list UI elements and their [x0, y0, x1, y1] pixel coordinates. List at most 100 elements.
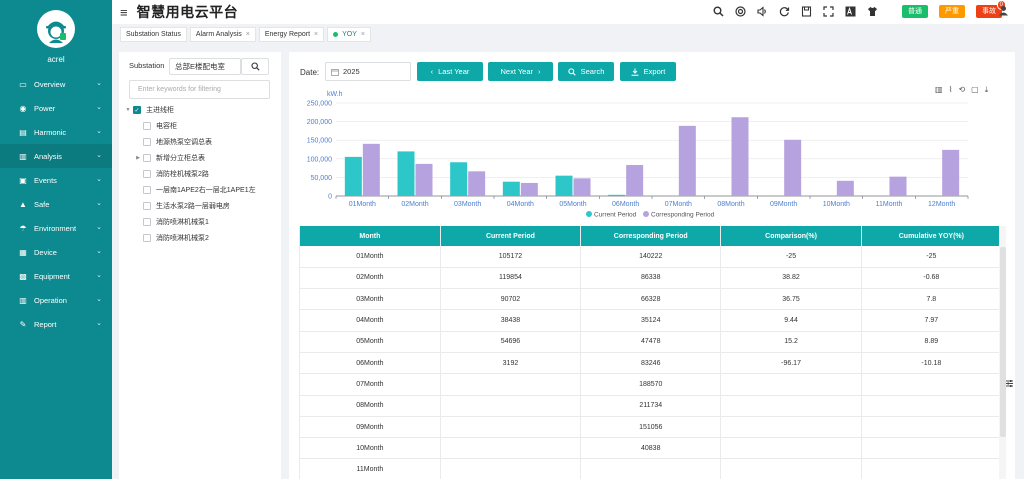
chevron-down-icon: ⌄ [96, 104, 102, 111]
export-button[interactable]: Export [620, 62, 676, 81]
table-cell: 151056 [580, 416, 722, 439]
tree-node[interactable]: 消防喷淋机械泵2 [123, 230, 278, 246]
bar-corresponding-02Month[interactable] [415, 163, 433, 196]
sidebar-item-power[interactable]: ◉ Power ⌄ [0, 96, 112, 120]
bar-corresponding-06Month[interactable] [626, 165, 644, 196]
bar-current-06Month[interactable] [608, 194, 626, 196]
bar-corresponding-05Month[interactable] [573, 178, 591, 196]
avatar[interactable] [37, 10, 75, 48]
close-icon[interactable]: × [314, 30, 319, 38]
legend-label[interactable]: Current Period [594, 212, 637, 219]
theme-shirt-icon[interactable] [866, 5, 878, 17]
caret-down-icon[interactable]: ▼ [125, 107, 131, 113]
tree-node[interactable]: ▼ ✓ 主进线柜 [123, 102, 278, 118]
tree-checkbox[interactable] [143, 122, 151, 130]
sidebar-item-device[interactable]: ▦ Device ⌄ [0, 240, 112, 264]
table-cell: 105172 [440, 246, 582, 268]
bar-corresponding-11Month[interactable] [889, 176, 907, 196]
tree-node[interactable]: 生活水泵2路一层弱电房 [123, 198, 278, 214]
bar-corresponding-08Month[interactable] [731, 117, 749, 196]
zoom-restore-icon[interactable]: ⟲ [958, 85, 966, 94]
tab-yoy[interactable]: YOY × [327, 26, 371, 42]
bar-current-04Month[interactable] [502, 181, 520, 196]
sidebar-item-overview[interactable]: ▭ Overview ⌄ [0, 72, 112, 96]
save-image-icon[interactable]: ⤓ [984, 85, 989, 94]
fullscreen-icon[interactable] [822, 5, 834, 17]
data-view-icon[interactable]: ▢ [971, 85, 979, 94]
tree-node[interactable]: 地源热泵空调总表 [123, 134, 278, 150]
table-row: 08Month 211734 [300, 395, 1003, 417]
legend-marker[interactable] [586, 211, 592, 217]
tree-node[interactable]: ▶ 新增分立柜总表 [123, 150, 278, 166]
tree-checkbox[interactable] [143, 202, 151, 210]
line-chart-icon[interactable]: ⌇ [948, 85, 953, 94]
tree-checkbox[interactable] [143, 218, 151, 226]
bar-current-02Month[interactable] [397, 151, 415, 196]
volume-icon[interactable] [756, 5, 768, 17]
tree-checkbox[interactable] [143, 234, 151, 242]
alarm-badge-orange[interactable]: 严重 [939, 5, 965, 18]
substation-search-button[interactable] [241, 58, 269, 75]
tree-checkbox[interactable] [143, 154, 151, 162]
alarm-badge-red[interactable]: 事故 0 [976, 0, 1006, 18]
bar-corresponding-09Month[interactable] [784, 139, 802, 196]
search-button[interactable]: Search [558, 62, 614, 81]
legend-marker[interactable] [643, 211, 649, 217]
font-size-icon[interactable] [844, 5, 856, 17]
alarm-badge-green[interactable]: 普通 [902, 5, 928, 18]
tree-node[interactable]: 消防栓机械泵2路 [123, 166, 278, 182]
tab-alarm-analysis[interactable]: Alarm Analysis × [189, 26, 256, 42]
tree-checkbox[interactable]: ✓ [133, 106, 141, 114]
sidebar-item-events[interactable]: ▣ Events ⌄ [0, 168, 112, 192]
tree-node[interactable]: 一层南1APE2右一层北1APE1左 [123, 182, 278, 198]
menu-toggle-icon[interactable]: ≡ [120, 4, 128, 20]
next-year-button[interactable]: Next Year › [488, 62, 553, 81]
bar-corresponding-01Month[interactable] [362, 143, 380, 196]
bar-current-03Month[interactable] [450, 162, 468, 196]
sidebar-item-operation[interactable]: ▥ Operation ⌄ [0, 288, 112, 312]
sidebar-item-analysis[interactable]: ▥ Analysis ⌄ [0, 144, 112, 168]
tab-substation-status[interactable]: Substation Status [120, 26, 187, 42]
tree-node[interactable]: 电容柜 [123, 118, 278, 134]
table-scrollbar[interactable] [999, 226, 1006, 479]
close-icon[interactable]: × [245, 30, 250, 38]
refresh-icon[interactable] [778, 5, 790, 17]
bar-current-05Month[interactable] [555, 175, 573, 196]
sidebar-item-report[interactable]: ✎ Report ⌄ [0, 312, 112, 336]
bar-corresponding-03Month[interactable] [468, 171, 486, 196]
bar-corresponding-07Month[interactable] [678, 125, 696, 196]
tab-energy-report[interactable]: Energy Report × [258, 26, 325, 42]
sidebar-item-equipment[interactable]: ▩ Equipment ⌄ [0, 264, 112, 288]
caret-right-icon[interactable]: ▶ [136, 155, 140, 161]
bar-corresponding-10Month[interactable] [836, 180, 854, 196]
tree-checkbox[interactable] [143, 170, 151, 178]
report-icon: ✎ [19, 319, 27, 329]
chevron-down-icon: ⌄ [96, 200, 102, 207]
table-cell: 07Month [300, 373, 441, 396]
search-icon[interactable] [712, 5, 724, 17]
table-scroll-thumb[interactable] [1000, 247, 1006, 437]
tree-checkbox[interactable] [143, 186, 151, 194]
sidebar-item-environment[interactable]: ☂ Environment ⌄ [0, 216, 112, 240]
save-icon[interactable] [800, 5, 812, 17]
yoy-main-panel: Date: 2025 ‹ Last Year Next Year › Searc… [289, 52, 1015, 479]
bar-corresponding-04Month[interactable] [520, 182, 538, 196]
close-icon[interactable]: × [360, 30, 365, 38]
legend-label[interactable]: Corresponding Period [651, 212, 715, 219]
bar-chart-icon[interactable]: ▥ [935, 85, 943, 94]
sidebar-item-safe[interactable]: ▲ Safe ⌄ [0, 192, 112, 216]
chart-toolbox: ▥ ⌇ ⟲ ▢ ⤓ [935, 85, 988, 95]
sidebar-item-harmonic[interactable]: ▤ Harmonic ⌄ [0, 120, 112, 144]
table-cell: 36.75 [720, 288, 862, 311]
user-icon[interactable] [998, 5, 1009, 19]
tree-node[interactable]: 消防喷淋机械泵1 [123, 214, 278, 230]
settings-sliders-icon[interactable] [1005, 379, 1014, 390]
bar-corresponding-12Month[interactable] [942, 149, 960, 196]
help-ring-icon[interactable] [734, 5, 746, 17]
tree-checkbox[interactable] [143, 138, 151, 146]
substation-select[interactable]: 总部E楼配电室 [169, 58, 241, 75]
tree-filter-input[interactable]: Enter keywords for filtering [129, 80, 270, 99]
bar-current-01Month[interactable] [344, 156, 362, 196]
last-year-button[interactable]: ‹ Last Year [417, 62, 483, 81]
year-picker[interactable]: 2025 [325, 62, 411, 81]
